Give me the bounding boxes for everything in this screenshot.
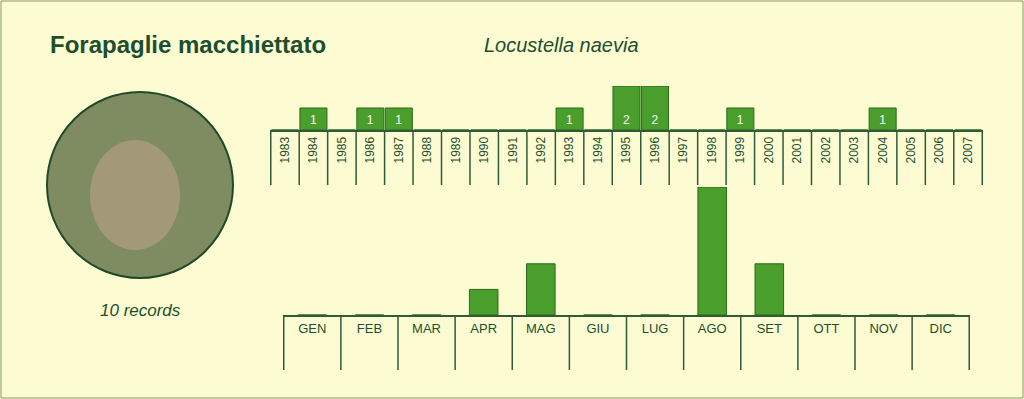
svg-text:MAG: MAG (526, 321, 556, 336)
svg-text:1989: 1989 (449, 136, 463, 163)
svg-text:1987: 1987 (392, 136, 406, 163)
svg-text:2003: 2003 (847, 136, 861, 163)
svg-text:1: 1 (367, 113, 374, 127)
svg-text:1995: 1995 (619, 136, 633, 163)
svg-text:LUG: LUG (642, 321, 669, 336)
svg-text:1: 1 (879, 113, 886, 127)
svg-text:SET: SET (757, 321, 782, 336)
svg-text:1: 1 (566, 113, 573, 127)
svg-text:DIC: DIC (929, 321, 951, 336)
svg-text:1983: 1983 (278, 136, 292, 163)
svg-text:2: 2 (651, 113, 658, 127)
svg-text:1999: 1999 (733, 136, 747, 163)
svg-text:1993: 1993 (562, 136, 576, 163)
svg-text:GEN: GEN (298, 321, 326, 336)
svg-text:2002: 2002 (819, 136, 833, 163)
svg-text:2007: 2007 (961, 136, 975, 163)
svg-text:2000: 2000 (762, 136, 776, 163)
svg-text:2006: 2006 (932, 136, 946, 163)
svg-text:1997: 1997 (676, 136, 690, 163)
svg-text:1992: 1992 (534, 136, 548, 163)
svg-text:NOV: NOV (869, 321, 898, 336)
svg-text:1990: 1990 (477, 136, 491, 163)
svg-text:APR: APR (470, 321, 497, 336)
svg-text:1: 1 (737, 113, 744, 127)
svg-text:10 records: 10 records (100, 301, 181, 320)
svg-text:Locustella naevia: Locustella naevia (484, 34, 639, 56)
svg-text:1984: 1984 (306, 136, 320, 163)
svg-text:1996: 1996 (648, 136, 662, 163)
svg-text:AGO: AGO (698, 321, 727, 336)
svg-text:1998: 1998 (705, 136, 719, 163)
svg-text:1985: 1985 (335, 136, 349, 163)
svg-text:GIU: GIU (586, 321, 609, 336)
svg-text:1986: 1986 (363, 136, 377, 163)
svg-text:MAR: MAR (412, 321, 441, 336)
svg-text:1988: 1988 (420, 136, 434, 163)
svg-text:FEB: FEB (357, 321, 382, 336)
svg-text:2: 2 (623, 113, 630, 127)
svg-text:1991: 1991 (506, 136, 520, 163)
svg-text:2004: 2004 (876, 136, 890, 163)
svg-text:OTT: OTT (813, 321, 839, 336)
svg-text:1: 1 (395, 113, 402, 127)
svg-text:2001: 2001 (790, 136, 804, 163)
svg-text:2005: 2005 (904, 136, 918, 163)
svg-text:1: 1 (310, 113, 317, 127)
svg-text:1994: 1994 (591, 136, 605, 163)
svg-text:Forapaglie macchiettato: Forapaglie macchiettato (50, 31, 326, 58)
